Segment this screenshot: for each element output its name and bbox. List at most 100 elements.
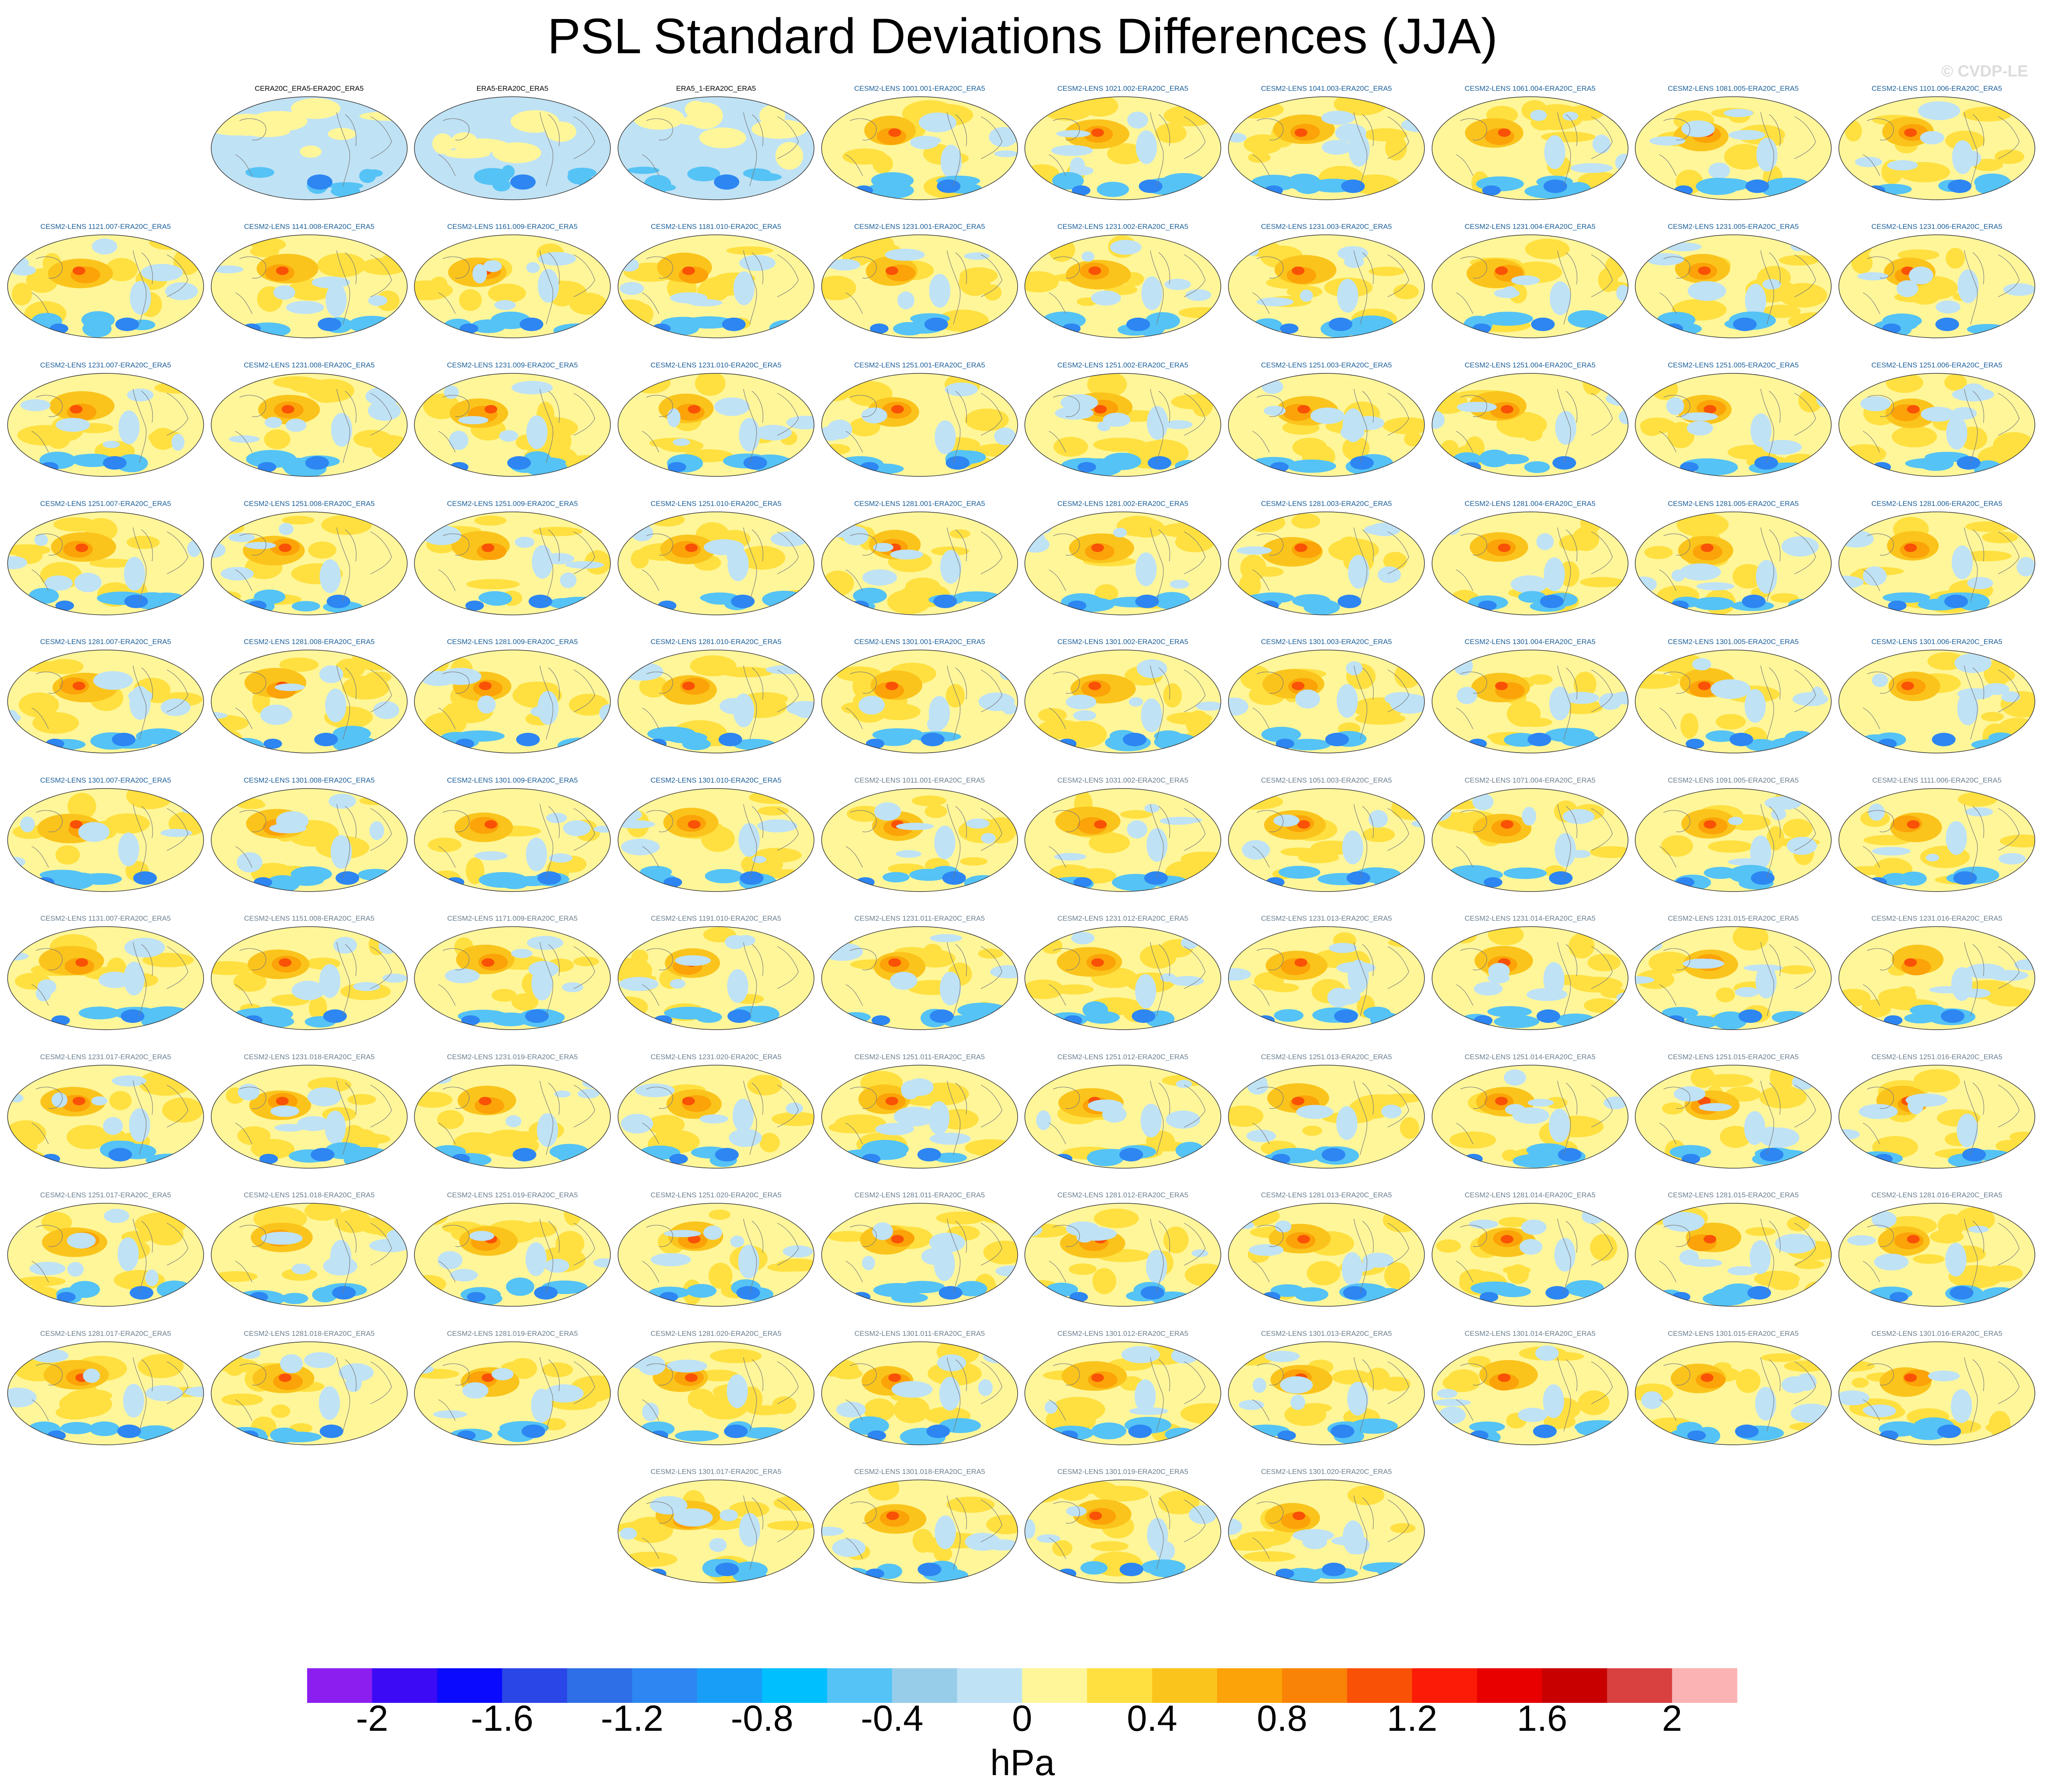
anomaly-blob <box>1294 958 1307 967</box>
panel-title: CESM2-LENS 1251.013-ERA20C_ERA5 <box>1261 1053 1392 1061</box>
anomaly-blob <box>1329 318 1353 331</box>
anomaly-blob <box>1904 1013 1936 1024</box>
globe-map <box>1635 1065 1832 1169</box>
anomaly-blob <box>1233 1206 1280 1226</box>
anomaly-blob <box>1092 1268 1116 1294</box>
map-outline <box>414 788 611 892</box>
anomaly-blob <box>325 688 346 723</box>
coastline <box>642 1218 799 1293</box>
map-outline <box>618 373 814 477</box>
anomaly-blob <box>827 419 852 439</box>
anomaly-blob <box>1533 1425 1557 1438</box>
anomaly-blob <box>1230 100 1284 119</box>
anomaly-blob <box>1495 266 1508 275</box>
anomaly-blob <box>1745 283 1766 318</box>
anomaly-blob <box>1437 1389 1457 1398</box>
anomaly-blob <box>465 601 484 611</box>
map-panel: ERA5_1-ERA20C_ERA5 <box>617 84 815 201</box>
anomaly-blob <box>1576 1422 1602 1436</box>
anomaly-blob <box>640 866 672 878</box>
anomaly-blob <box>1792 692 1828 706</box>
map-panel: CESM2-LENS 1141.008-ERA20C_ERA5 <box>210 223 408 339</box>
anomaly-blob <box>1449 1131 1496 1149</box>
map-panel: CESM2-LENS 1281.017-ERA20C_ERA5 <box>6 1330 205 1446</box>
coastline <box>1456 1357 1613 1432</box>
anomaly-blob <box>332 1286 356 1300</box>
anomaly-blob <box>484 820 497 829</box>
anomaly-blob <box>317 253 366 277</box>
anomaly-blob <box>923 944 942 960</box>
panel-title: CESM2-LENS 1141.008-ERA20C_ERA5 <box>244 223 375 231</box>
colorbar-swatch <box>762 1668 828 1703</box>
anomaly-blob <box>1195 702 1221 711</box>
globe-map <box>821 650 1018 753</box>
anomaly-blob <box>1325 733 1349 746</box>
anomaly-blob <box>1649 136 1686 146</box>
anomaly-blob <box>730 1235 744 1248</box>
map-outline <box>1838 1065 2035 1169</box>
anomaly-blob <box>1852 1377 1869 1388</box>
anomaly-blob <box>1275 1569 1294 1579</box>
anomaly-blob <box>1839 1216 1852 1232</box>
anomaly-blob <box>359 796 390 805</box>
colorbar-swatch <box>957 1668 1022 1703</box>
anomaly-blob <box>1882 592 1931 603</box>
anomaly-blob <box>1091 1373 1104 1382</box>
anomaly-blob <box>1136 659 1167 678</box>
anomaly-blob <box>1590 846 1628 858</box>
coastline <box>845 1080 1002 1155</box>
anomaly-blob <box>1236 546 1272 555</box>
anomaly-blob <box>1376 1288 1403 1303</box>
anomaly-blob <box>1946 416 1968 450</box>
anomaly-blob <box>620 1528 637 1540</box>
map-panel: CESM2-LENS 1231.005-ERA20C_ERA5 <box>1634 223 1833 339</box>
anomaly-blob <box>1676 512 1729 537</box>
anomaly-blob <box>822 942 863 961</box>
map-outline <box>821 96 1018 200</box>
coastline <box>1659 942 1816 1017</box>
anomaly-blob <box>1321 140 1352 155</box>
coastline <box>1863 112 2020 187</box>
map-outline <box>7 234 204 338</box>
anomaly-blob <box>462 1382 489 1399</box>
anomaly-blob <box>1692 658 1711 671</box>
anomaly-blob <box>353 317 382 335</box>
map-outline <box>7 1065 204 1169</box>
anomaly-blob <box>862 569 897 586</box>
panel-title: CESM2-LENS 1281.007-ERA20C_ERA5 <box>40 638 171 646</box>
anomaly-blob <box>1766 177 1809 190</box>
anomaly-blob <box>1733 318 1757 331</box>
anomaly-blob <box>934 1247 955 1281</box>
anomaly-blob <box>1307 1261 1340 1286</box>
anomaly-blob <box>1146 406 1168 440</box>
map-outline <box>821 1065 1018 1169</box>
anomaly-blob <box>53 517 98 532</box>
anomaly-blob <box>1780 965 1814 975</box>
panel-title: CESM2-LENS 1301.017-ERA20C_ERA5 <box>651 1468 782 1476</box>
colorbar-tick-label: -1.2 <box>601 1698 664 1739</box>
anomaly-blob <box>177 732 204 749</box>
anomaly-blob <box>755 425 792 441</box>
anomaly-blob <box>451 132 477 150</box>
coastline <box>1456 665 1613 740</box>
anomaly-blob <box>129 686 151 720</box>
anomaly-blob <box>521 1221 557 1237</box>
globe-map <box>7 788 204 892</box>
colorbar-swatch <box>892 1668 958 1703</box>
anomaly-blob <box>1698 682 1711 690</box>
anomaly-blob <box>1457 402 1497 413</box>
coastline <box>1048 1218 1206 1293</box>
anomaly-blob <box>74 573 102 593</box>
map-outline <box>414 650 611 753</box>
anomaly-blob <box>511 381 553 394</box>
anomaly-blob <box>382 973 407 983</box>
anomaly-blob <box>123 1384 144 1418</box>
anomaly-blob <box>1171 1348 1199 1364</box>
anomaly-blob <box>828 259 860 271</box>
map-outline <box>1432 926 1628 1030</box>
panel-title: CESM2-LENS 1231.001-ERA20C_ERA5 <box>854 223 985 231</box>
anomaly-blob <box>673 438 690 446</box>
anomaly-blob <box>631 373 671 394</box>
coastline <box>642 112 799 187</box>
anomaly-blob <box>663 1230 701 1237</box>
